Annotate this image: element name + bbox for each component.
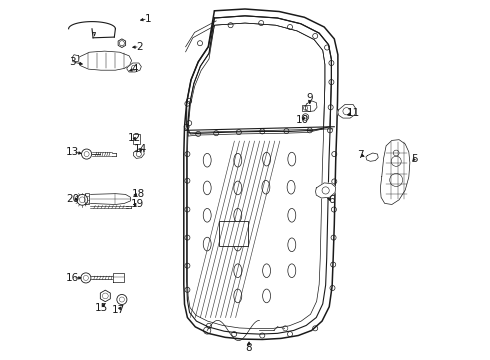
- Text: 18: 18: [132, 189, 146, 199]
- Text: 9: 9: [306, 93, 313, 103]
- Polygon shape: [380, 140, 410, 204]
- Text: 6: 6: [328, 195, 335, 205]
- Text: 8: 8: [245, 343, 252, 354]
- Polygon shape: [305, 101, 317, 112]
- Text: 1: 1: [145, 14, 151, 24]
- Polygon shape: [79, 51, 132, 70]
- Text: 10: 10: [295, 114, 308, 125]
- Polygon shape: [338, 104, 356, 118]
- Text: 11: 11: [346, 108, 360, 118]
- Polygon shape: [127, 63, 141, 72]
- Text: 3: 3: [69, 57, 75, 67]
- Polygon shape: [72, 55, 79, 62]
- Text: 2: 2: [137, 42, 143, 52]
- Text: 17: 17: [112, 305, 125, 315]
- Polygon shape: [113, 273, 124, 282]
- Bar: [302, 105, 310, 111]
- Text: 13: 13: [66, 147, 79, 157]
- Text: 16: 16: [66, 273, 79, 283]
- Text: 20: 20: [66, 194, 79, 204]
- Text: 4: 4: [131, 64, 138, 74]
- Polygon shape: [366, 153, 378, 161]
- Polygon shape: [85, 194, 90, 204]
- Polygon shape: [184, 9, 338, 339]
- Text: 5: 5: [411, 154, 417, 164]
- Bar: [219, 221, 248, 246]
- Text: 14: 14: [134, 144, 147, 154]
- Text: 19: 19: [131, 199, 145, 210]
- Polygon shape: [90, 194, 130, 204]
- Bar: [133, 134, 140, 144]
- Text: 7: 7: [357, 150, 364, 160]
- Text: 15: 15: [95, 303, 108, 313]
- Polygon shape: [133, 148, 144, 158]
- Text: 12: 12: [127, 132, 141, 143]
- Polygon shape: [316, 183, 336, 198]
